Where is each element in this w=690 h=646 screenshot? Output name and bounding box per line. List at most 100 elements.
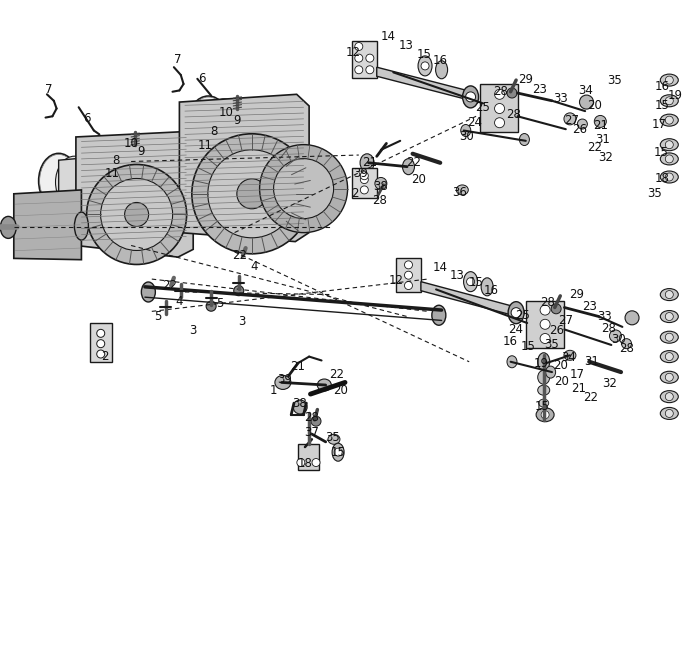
Text: 8: 8: [210, 125, 217, 138]
Polygon shape: [421, 282, 518, 317]
Ellipse shape: [538, 353, 550, 371]
Text: 35: 35: [607, 74, 622, 87]
Circle shape: [355, 54, 363, 62]
Text: 15: 15: [469, 276, 484, 289]
Circle shape: [297, 459, 305, 466]
Text: 3: 3: [190, 324, 197, 337]
Text: 22: 22: [162, 279, 177, 292]
Circle shape: [360, 172, 368, 180]
Text: 2: 2: [101, 350, 108, 363]
Text: 34: 34: [578, 84, 593, 97]
Ellipse shape: [456, 185, 469, 195]
Text: 13: 13: [449, 269, 464, 282]
Text: 28: 28: [540, 296, 555, 309]
Polygon shape: [377, 67, 472, 101]
Circle shape: [665, 291, 673, 298]
Text: 9: 9: [137, 145, 144, 158]
Text: 14: 14: [380, 30, 395, 43]
Circle shape: [208, 150, 296, 238]
Text: 5: 5: [154, 310, 161, 323]
Circle shape: [580, 95, 593, 109]
Ellipse shape: [432, 306, 446, 325]
Text: 22: 22: [233, 249, 248, 262]
Polygon shape: [396, 258, 421, 292]
Circle shape: [495, 103, 504, 114]
Ellipse shape: [546, 366, 555, 378]
Text: 26: 26: [549, 324, 564, 337]
Text: 8: 8: [112, 154, 119, 167]
Circle shape: [665, 76, 673, 84]
Text: 36: 36: [452, 186, 467, 199]
Text: 39: 39: [353, 167, 368, 180]
Text: 20: 20: [587, 99, 602, 112]
Text: 25: 25: [515, 309, 531, 322]
Ellipse shape: [660, 351, 678, 362]
Ellipse shape: [75, 212, 88, 240]
Text: 38: 38: [373, 180, 388, 193]
Ellipse shape: [538, 385, 550, 395]
Circle shape: [625, 311, 639, 325]
Text: 10: 10: [124, 137, 139, 150]
Circle shape: [334, 448, 342, 456]
Circle shape: [609, 330, 622, 342]
Circle shape: [540, 305, 550, 315]
Text: 24: 24: [509, 323, 524, 336]
Text: 3: 3: [238, 315, 245, 328]
Ellipse shape: [39, 153, 79, 209]
Text: 28: 28: [619, 342, 634, 355]
Text: 35: 35: [544, 339, 560, 351]
Circle shape: [366, 66, 374, 74]
Ellipse shape: [536, 408, 554, 422]
Circle shape: [665, 410, 673, 417]
Ellipse shape: [660, 391, 678, 402]
Text: 17: 17: [569, 368, 584, 381]
Text: 28: 28: [493, 85, 508, 98]
Text: 13: 13: [398, 39, 413, 52]
Text: 16: 16: [655, 80, 670, 93]
Text: 37: 37: [304, 426, 319, 439]
Ellipse shape: [481, 278, 493, 296]
Circle shape: [360, 176, 368, 183]
Text: 20: 20: [333, 384, 348, 397]
Ellipse shape: [464, 272, 477, 291]
Text: 1: 1: [270, 384, 277, 397]
Text: 15: 15: [331, 446, 346, 459]
Ellipse shape: [141, 282, 155, 302]
Circle shape: [466, 92, 475, 102]
Circle shape: [421, 62, 429, 70]
Circle shape: [404, 261, 413, 269]
Text: 4: 4: [176, 295, 183, 307]
Ellipse shape: [317, 379, 331, 391]
Text: 15: 15: [653, 146, 669, 159]
Circle shape: [125, 202, 148, 227]
Text: 31: 31: [595, 133, 611, 146]
Text: 26: 26: [572, 123, 587, 136]
Circle shape: [665, 173, 673, 181]
Text: 35: 35: [325, 432, 340, 444]
Text: 33: 33: [597, 310, 612, 323]
Text: 12: 12: [388, 274, 404, 287]
Ellipse shape: [660, 153, 678, 165]
Text: 29: 29: [518, 73, 533, 86]
Circle shape: [97, 340, 105, 348]
Text: 11: 11: [198, 140, 213, 152]
Ellipse shape: [507, 356, 517, 368]
Circle shape: [511, 307, 521, 318]
Circle shape: [234, 286, 244, 296]
Text: 15: 15: [535, 401, 550, 413]
Polygon shape: [352, 168, 377, 198]
Text: 19: 19: [533, 357, 549, 370]
Circle shape: [564, 113, 576, 125]
Text: 19: 19: [667, 89, 682, 102]
Circle shape: [541, 411, 549, 419]
Circle shape: [466, 278, 475, 286]
Circle shape: [665, 313, 673, 320]
Ellipse shape: [660, 331, 678, 343]
Circle shape: [507, 88, 517, 98]
Ellipse shape: [508, 302, 524, 324]
Polygon shape: [480, 84, 518, 132]
Ellipse shape: [660, 371, 678, 383]
Text: 22: 22: [583, 391, 598, 404]
Circle shape: [87, 165, 186, 264]
Text: 32: 32: [598, 151, 613, 164]
